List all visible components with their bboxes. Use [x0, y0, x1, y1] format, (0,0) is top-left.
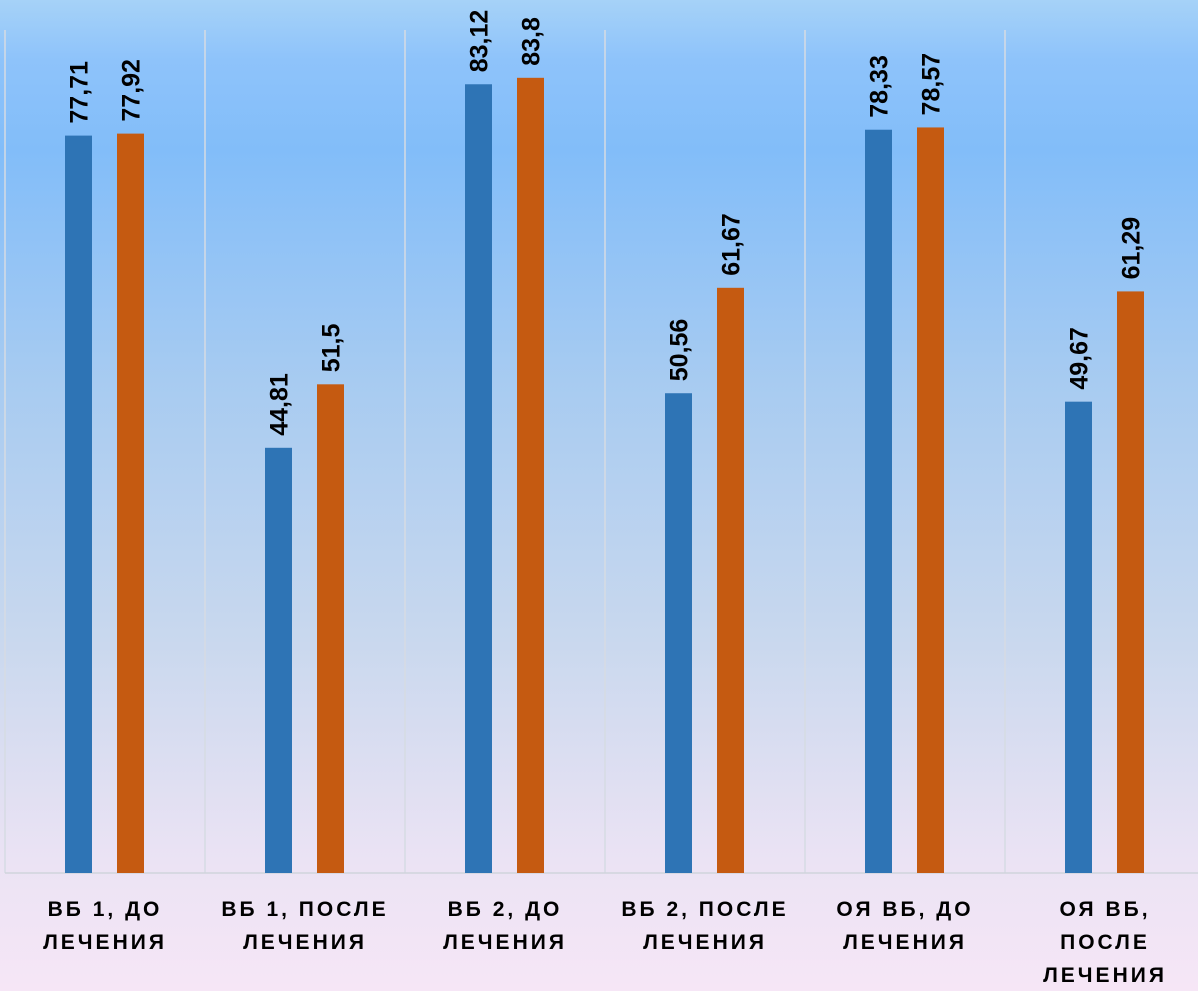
x-tick-label: ОЯ ВБ, ПОСЛЕ ЛЕЧЕНИЯ — [1043, 898, 1167, 987]
bar — [665, 393, 692, 873]
bar — [1065, 401, 1092, 873]
x-tick-label: ВБ 1, ПОСЛЕ ЛЕЧЕНИЯ — [221, 898, 388, 954]
data-label: 44,81 — [266, 373, 294, 436]
data-label: 77,71 — [66, 61, 94, 124]
bar — [1117, 291, 1144, 873]
bar — [317, 384, 344, 873]
data-label: 61,29 — [1118, 217, 1146, 280]
x-tick-label: ВБ 2, ПОСЛЕ ЛЕЧЕНИЯ — [621, 898, 788, 954]
data-label: 83,12 — [466, 10, 494, 73]
bar — [117, 133, 144, 874]
data-label: 49,67 — [1066, 327, 1094, 390]
data-label: 50,56 — [666, 319, 694, 382]
data-label: 51,5 — [318, 324, 346, 373]
data-label: 61,67 — [718, 213, 746, 276]
bar — [265, 447, 292, 873]
x-tick-label: ВБ 1, ДО ЛЕЧЕНИЯ — [43, 898, 167, 954]
bar — [465, 84, 492, 873]
data-label: 78,33 — [866, 55, 894, 118]
x-tick-label: ОЯ ВБ, ДО ЛЕЧЕНИЯ — [836, 898, 973, 954]
bar — [65, 135, 92, 873]
data-label: 83,8 — [518, 17, 546, 66]
data-label: 78,57 — [918, 53, 946, 116]
data-label: 77,92 — [118, 59, 146, 122]
bar — [517, 77, 544, 874]
bar — [917, 127, 944, 873]
bar — [865, 129, 892, 873]
x-tick-label: ВБ 2, ДО ЛЕЧЕНИЯ — [443, 898, 567, 954]
bar — [717, 287, 744, 874]
